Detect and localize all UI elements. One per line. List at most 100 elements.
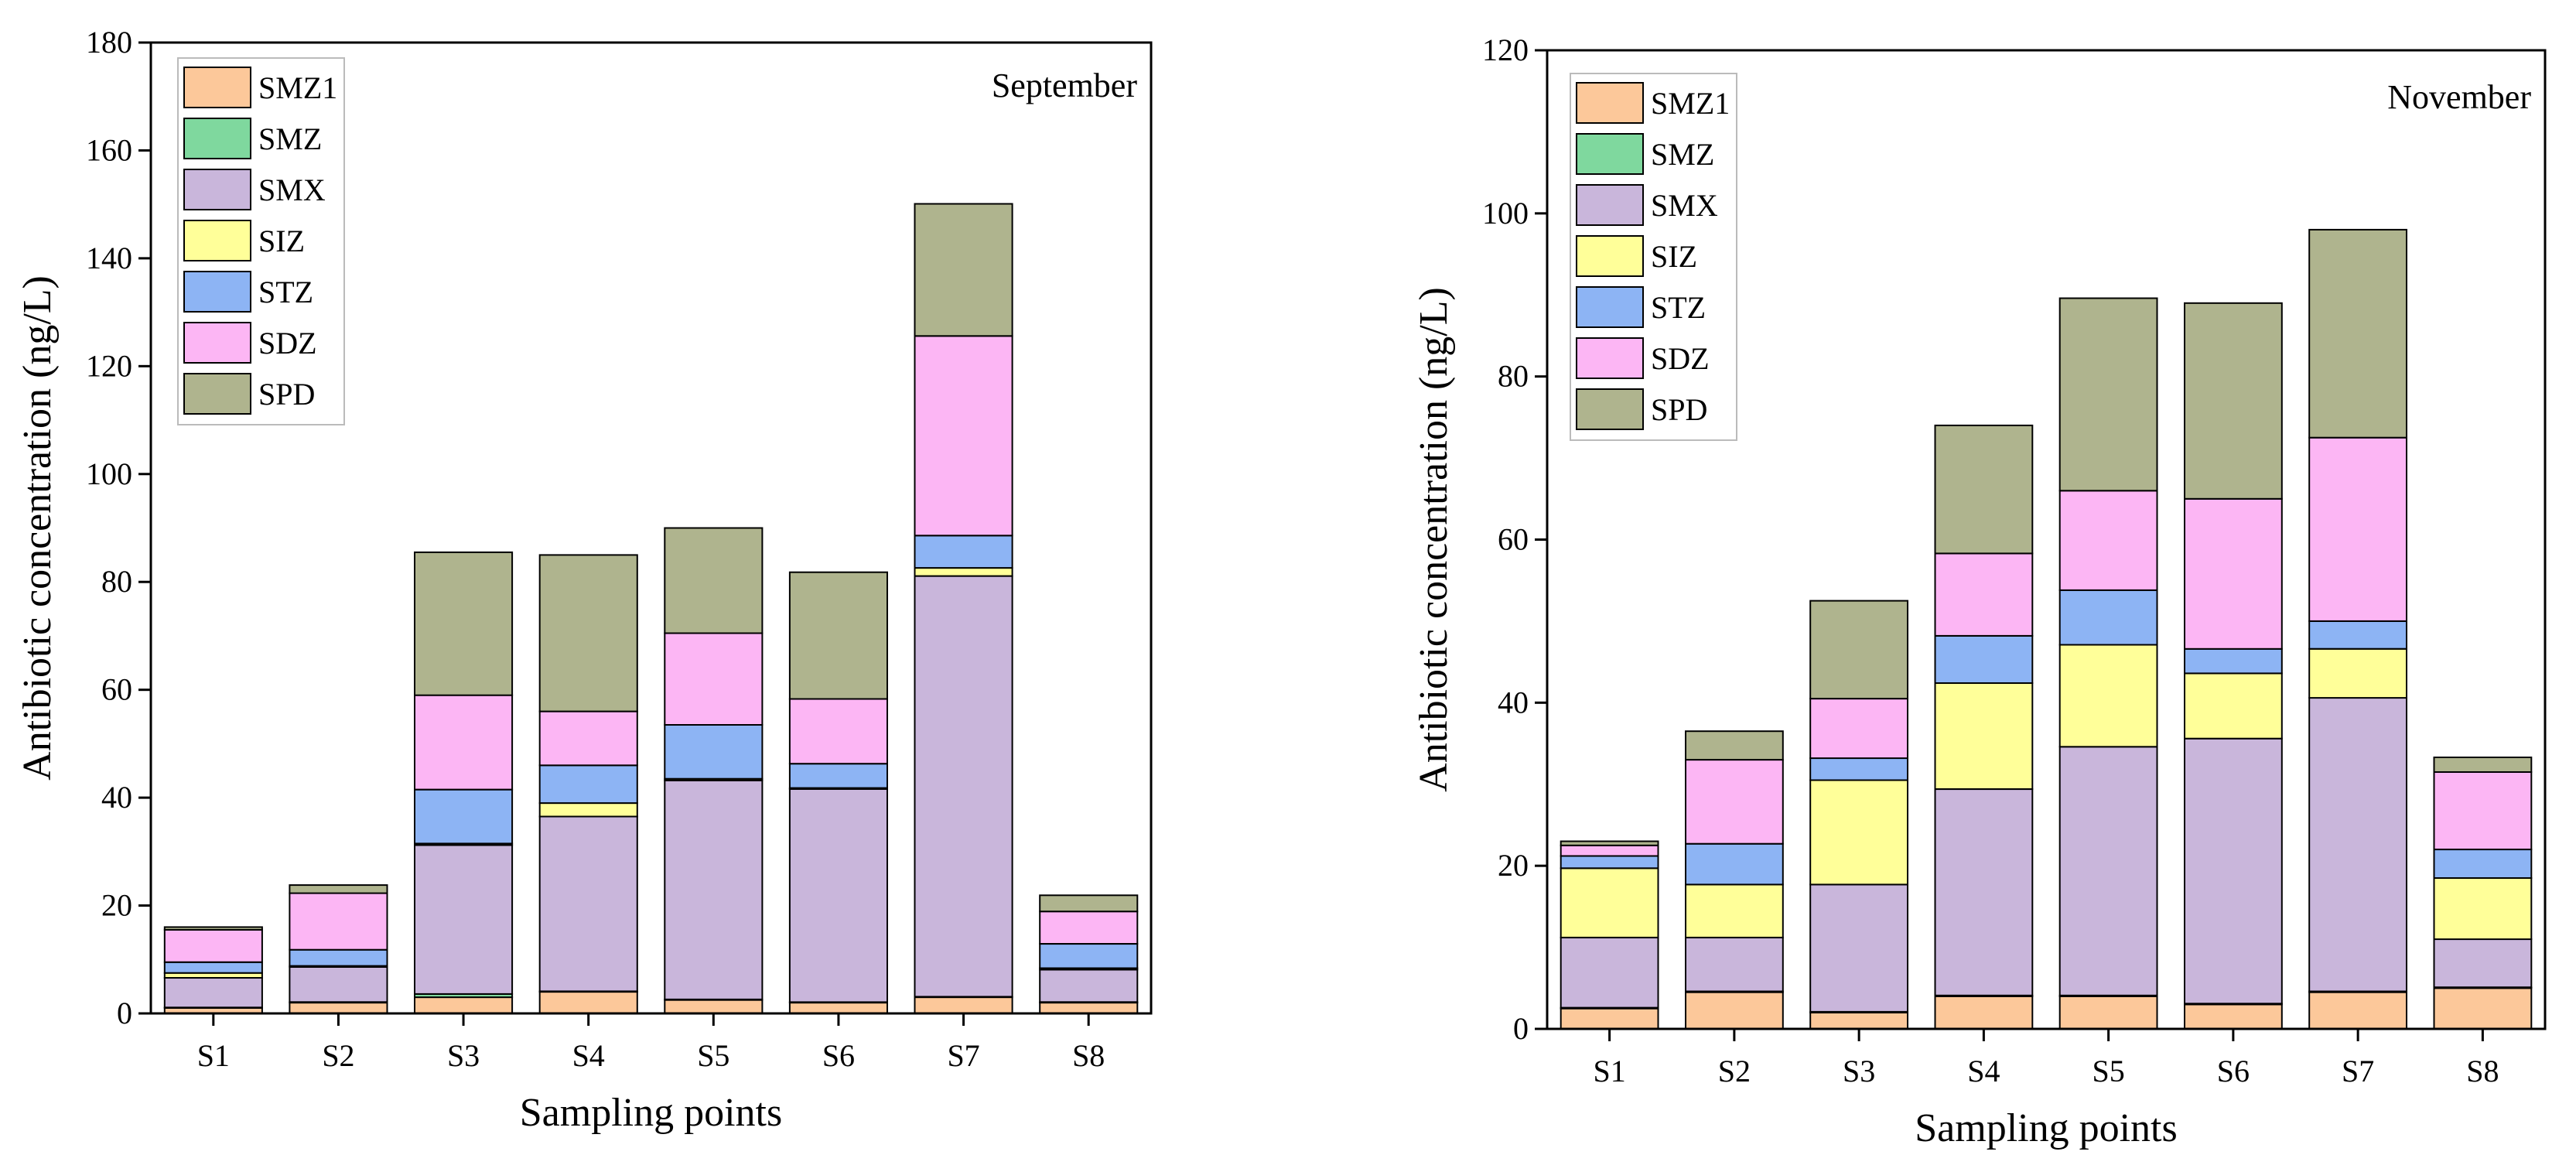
november-bar-s4-siz: [1934, 682, 2034, 790]
november-bar-s3-spd: [1809, 600, 1908, 700]
september-legend-label-sdz: SDZ: [258, 326, 317, 360]
november-legend-swatch-smz: [1576, 133, 1644, 175]
november-bar-s8-spd: [2433, 757, 2533, 773]
september-y-tick-label: 140: [86, 241, 132, 275]
september-bar-s7-stz: [914, 535, 1013, 569]
november-legend-swatch-sdz: [1576, 337, 1644, 379]
september-month-label: September: [992, 67, 1138, 104]
november-bar-s1-spd: [1560, 840, 1659, 846]
november-bar-s7-siz: [2308, 648, 2407, 699]
november-bar-s3-sdz: [1809, 698, 1908, 760]
september-x-tick-label-s2: S2: [322, 1038, 354, 1073]
november-bar-s2-smx: [1685, 936, 1784, 993]
november-bar-s4-smx: [1934, 788, 2034, 996]
september-bar-s8-spd: [1039, 894, 1139, 913]
november-chart-panel: 0 20 40 60 80 100 120 S1 S2 S3 S4 S5 S6 S7 S8 Sampling …: [1412, 32, 2547, 1150]
september-legend-swatch-smx: [183, 169, 251, 210]
november-bar-s7-smz1: [2308, 991, 2407, 1030]
september-legend-swatch-siz: [183, 220, 251, 261]
september-bar-s1-sdz: [163, 928, 263, 963]
november-x-tick-label-s7: S7: [2342, 1054, 2374, 1088]
november-bar-s6-smz1: [2184, 1003, 2283, 1030]
september-bar-s5-spd: [664, 527, 764, 634]
september-bar-s3-spd: [414, 551, 514, 696]
september-bar-s4-siz: [538, 802, 638, 818]
november-bar-s7-stz: [2308, 620, 2407, 650]
november-bar-s7-smx: [2308, 697, 2407, 993]
november-bar-s8-siz: [2433, 877, 2533, 941]
november-bar-s1-siz: [1560, 867, 1659, 938]
september-legend-swatch-smz: [183, 118, 251, 159]
september-chart-panel: 0 20 40 60 80 100 120 140 160 180 S1 S2 S3 S4 S5 S6 S7 S8…: [15, 25, 1153, 1135]
november-x-tick-label-s4: S4: [1967, 1054, 2000, 1088]
september-bar-s8-sdz: [1039, 911, 1139, 945]
september-bar-s5-smz1: [664, 999, 764, 1014]
september-plot-frame: [149, 41, 1153, 1015]
november-x-tick-label-s1: S1: [1594, 1054, 1626, 1088]
september-x-tick-label-s5: S5: [697, 1038, 729, 1073]
november-bar-s5-spd: [2058, 297, 2158, 492]
september-bar-s7-sdz: [914, 335, 1013, 537]
september-y-tick-label: 100: [86, 456, 132, 491]
november-bar-s5-siz: [2058, 644, 2158, 748]
november-y-tick-label: 100: [1482, 196, 1529, 231]
november-legend-label-smx: SMX: [1651, 188, 1718, 223]
september-x-tick-label-s8: S8: [1072, 1038, 1105, 1073]
november-y-tick-label: 60: [1498, 522, 1529, 557]
november-legend-swatch-smz1: [1576, 82, 1644, 124]
november-y-tick-label: 120: [1482, 32, 1529, 67]
september-bar-s7-smx: [914, 575, 1013, 998]
september-bar-s4-stz: [538, 764, 638, 805]
september-legend-label-smz1: SMZ1: [258, 70, 337, 105]
november-bar-s3-stz: [1809, 757, 1908, 781]
september-y-tick-label: 0: [117, 996, 132, 1030]
november-bar-s3-smx: [1809, 883, 1908, 1013]
september-bar-s4-sdz: [538, 710, 638, 767]
november-legend-label-stz: STZ: [1651, 290, 1706, 325]
november-x-tick-label-s3: S3: [1843, 1054, 1875, 1088]
september-x-tick-label-s4: S4: [572, 1038, 605, 1073]
september-bar-s4-spd: [538, 554, 638, 712]
november-bar-s2-siz: [1685, 883, 1784, 938]
september-y-tick-label: 20: [101, 888, 132, 923]
september-bar-s8-smx: [1039, 969, 1139, 1003]
november-y-tick-label: 80: [1498, 359, 1529, 394]
september-bar-s5-stz: [664, 724, 764, 780]
november-bar-s4-smz1: [1934, 995, 2034, 1030]
september-bar-s3-sdz: [414, 694, 514, 791]
november-bar-s8-stz: [2433, 849, 2533, 879]
september-y-tick-label: 180: [86, 25, 132, 60]
september-legend-label-smz: SMZ: [258, 121, 322, 156]
september-bar-s3-smz1: [414, 996, 514, 1014]
november-bar-s3-smz1: [1809, 1011, 1908, 1030]
november-legend-label-smz: SMZ: [1651, 137, 1714, 172]
november-bar-s6-siz: [2184, 672, 2283, 740]
september-bar-s2-sdz: [289, 892, 388, 951]
september-bar-s1-smx: [163, 977, 263, 1009]
november-bar-s5-smz1: [2058, 995, 2158, 1030]
september-y-axis-title: Antibiotic concentration (ng/L): [15, 275, 60, 781]
november-x-tick-label-s5: S5: [2093, 1054, 2125, 1088]
september-bar-s4-smx: [538, 815, 638, 993]
september-bar-s2-stz: [289, 948, 388, 967]
september-bar-s2-smz1: [289, 1002, 388, 1014]
november-legend-swatch-smx: [1576, 184, 1644, 226]
september-bar-s1-stz: [163, 961, 263, 974]
september-y-tick-label: 60: [101, 672, 132, 707]
november-y-axis-title: Antibiotic concentration (ng/L): [1412, 287, 1456, 792]
september-legend-label-smx: SMX: [258, 173, 326, 207]
september-x-tick-label-s6: S6: [822, 1038, 855, 1073]
september-bar-s8-stz: [1039, 943, 1139, 969]
september-bar-s1-spd: [163, 926, 263, 931]
september-legend-swatch-spd: [183, 373, 251, 415]
november-legend-swatch-spd: [1576, 388, 1644, 430]
november-bar-s7-spd: [2308, 228, 2407, 439]
september-bar-s6-smz1: [788, 1002, 889, 1014]
september-bar-s7-smz1: [914, 996, 1013, 1014]
november-bar-s2-stz: [1685, 842, 1784, 886]
september-legend-label-spd: SPD: [258, 377, 315, 412]
november-legend-label-sdz: SDZ: [1651, 341, 1710, 376]
september-bar-s5-sdz: [664, 632, 764, 726]
september-x-tick-label-s1: S1: [197, 1038, 230, 1073]
